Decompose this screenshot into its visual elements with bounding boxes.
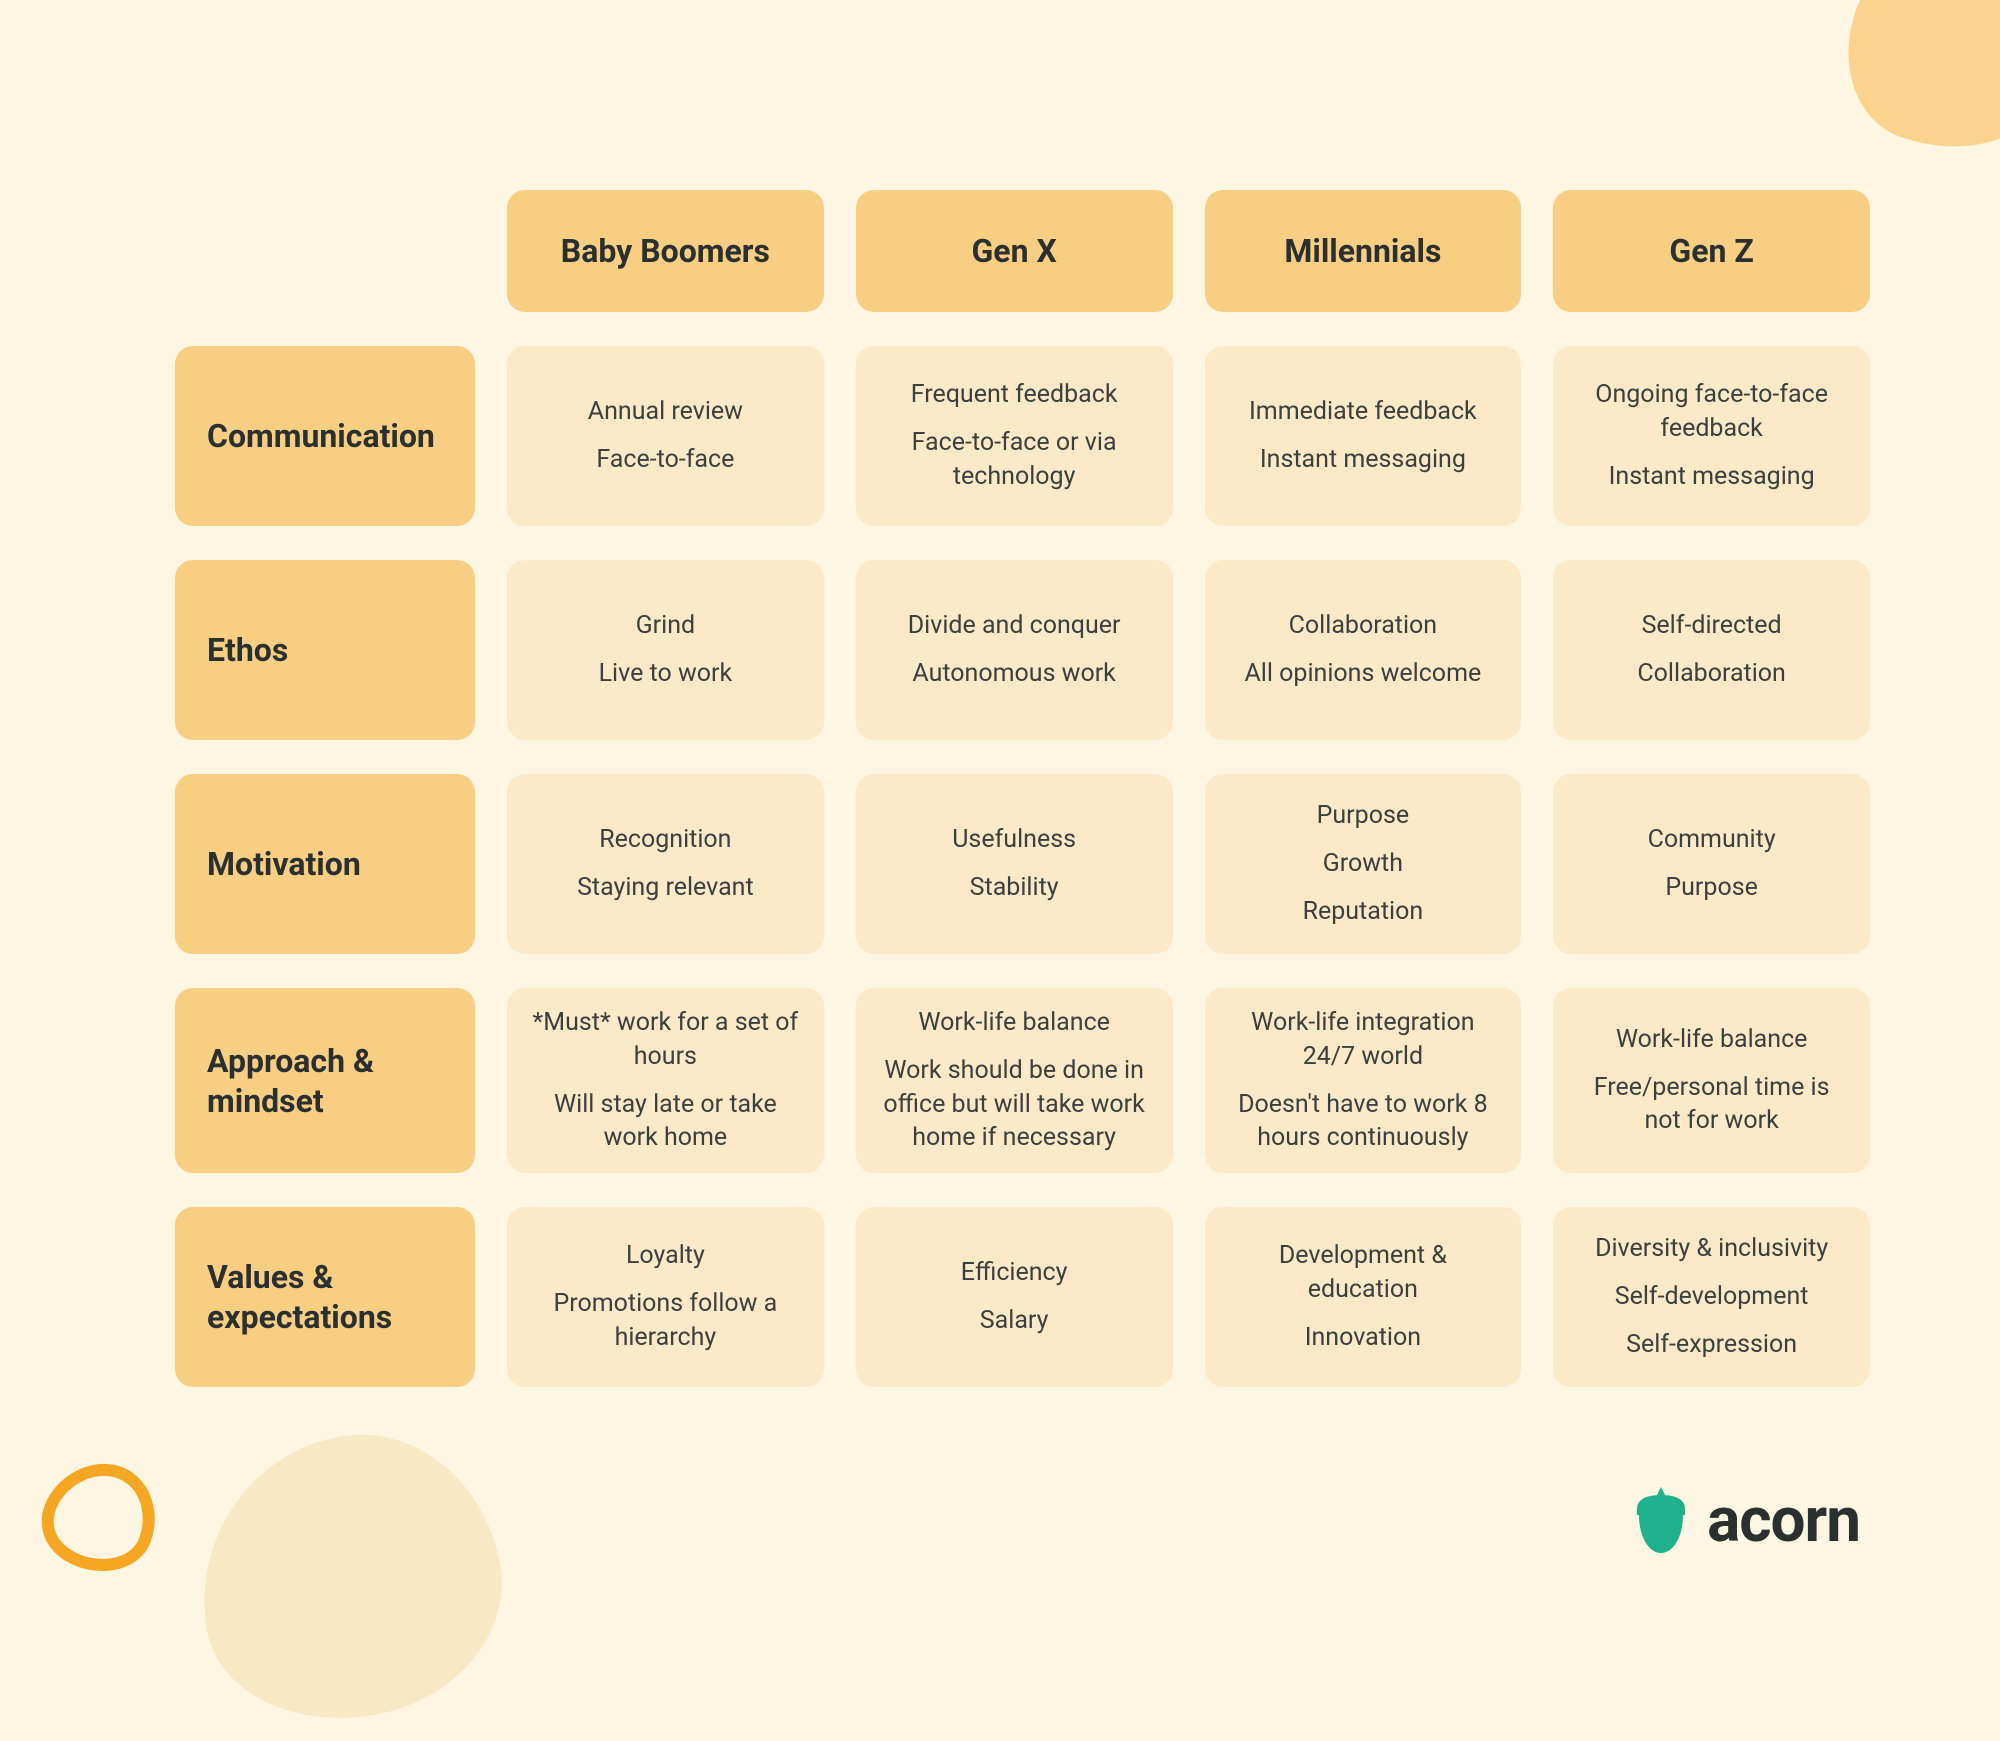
grid-spacer [175, 190, 475, 312]
cell-line: Self-expression [1626, 1328, 1797, 1362]
cell-line: Collaboration [1289, 609, 1438, 643]
cell-line: Doesn't have to work 8 hours continuousl… [1229, 1088, 1498, 1156]
cell-line: Immediate feedback [1249, 395, 1477, 429]
row-header: Ethos [175, 560, 475, 740]
cell-line: Self-development [1615, 1280, 1809, 1314]
cell-line: Innovation [1305, 1321, 1421, 1355]
cell-line: Autonomous work [912, 657, 1115, 691]
cell-line: Purpose [1317, 799, 1409, 833]
data-cell: Usefulness Stability [856, 774, 1173, 954]
data-cell: Grind Live to work [507, 560, 824, 740]
row-header: Approach & mindset [175, 988, 475, 1173]
cell-line: Instant messaging [1609, 460, 1815, 494]
cell-line: Development & education [1229, 1239, 1498, 1307]
acorn-icon [1629, 1485, 1693, 1557]
cell-line: Live to work [599, 657, 733, 691]
cell-line: All opinions welcome [1245, 657, 1482, 691]
cell-line: Work-life integration 24/7 world [1229, 1006, 1498, 1074]
row-header: Communication [175, 346, 475, 526]
cell-line: *Must* work for a set of hours [531, 1006, 800, 1074]
cell-line: Will stay late or take work home [531, 1088, 800, 1156]
data-cell: Frequent feedback Face-to-face or via tec… [856, 346, 1173, 526]
cell-line: Work-life balance [1616, 1023, 1808, 1057]
brand-logo: acorn [1629, 1484, 1860, 1557]
data-cell: Development & education Innovation [1205, 1207, 1522, 1387]
data-cell: Diversity & inclusivity Self-development S… [1553, 1207, 1870, 1387]
data-cell: Work-life integration 24/7 world Doesn't … [1205, 988, 1522, 1173]
data-cell: Divide and conquer Autonomous work [856, 560, 1173, 740]
row-header: Values & expectations [175, 1207, 475, 1387]
column-header: Baby Boomers [507, 190, 824, 312]
cell-line: Salary [980, 1304, 1049, 1338]
brand-logo-text: acorn [1707, 1484, 1860, 1557]
column-header: Gen Z [1553, 190, 1870, 312]
data-cell: Ongoing face-to-face feedback Instant mes… [1553, 346, 1870, 526]
data-cell: Purpose Growth Reputation [1205, 774, 1522, 954]
data-cell: Work-life balance Free/personal time is n… [1553, 988, 1870, 1173]
decorative-blob-bottom-left-outline [40, 1462, 160, 1572]
data-cell: Efficiency Salary [856, 1207, 1173, 1387]
cell-line: Usefulness [952, 823, 1076, 857]
cell-line: Recognition [599, 823, 731, 857]
data-cell: Immediate feedback Instant messaging [1205, 346, 1522, 526]
cell-line: Grind [636, 609, 696, 643]
cell-line: Efficiency [961, 1256, 1068, 1290]
cell-line: Instant messaging [1260, 443, 1466, 477]
comparison-table: Baby Boomers Gen X Millennials Gen Z Communi… [175, 190, 1870, 1387]
data-cell: Annual review Face-to-face [507, 346, 824, 526]
cell-line: Growth [1323, 847, 1403, 881]
cell-line: Collaboration [1637, 657, 1786, 691]
cell-line: Free/personal time is not for work [1577, 1071, 1846, 1139]
data-cell: Recognition Staying relevant [507, 774, 824, 954]
decorative-blob-bottom-left-fill [178, 1413, 522, 1741]
cell-line: Face-to-face or via technology [880, 426, 1149, 494]
cell-line: Divide and conquer [908, 609, 1121, 643]
data-cell: *Must* work for a set of hours Will stay … [507, 988, 824, 1173]
cell-line: Reputation [1303, 895, 1424, 929]
cell-line: Annual review [588, 395, 743, 429]
column-header: Gen X [856, 190, 1173, 312]
cell-line: Frequent feedback [911, 378, 1118, 412]
cell-line: Loyalty [626, 1239, 705, 1273]
column-header: Millennials [1205, 190, 1522, 312]
row-header: Motivation [175, 774, 475, 954]
cell-line: Face-to-face [596, 443, 734, 477]
cell-line: Work should be done in office but will t… [880, 1054, 1149, 1155]
cell-line: Purpose [1665, 871, 1757, 905]
cell-line: Self-directed [1642, 609, 1782, 643]
cell-line: Community [1648, 823, 1776, 857]
cell-line: Stability [970, 871, 1059, 905]
data-cell: Self-directed Collaboration [1553, 560, 1870, 740]
data-cell: Work-life balance Work should be done in … [856, 988, 1173, 1173]
data-cell: Community Purpose [1553, 774, 1870, 954]
cell-line: Staying relevant [577, 871, 754, 905]
cell-line: Diversity & inclusivity [1595, 1232, 1828, 1266]
data-cell: Collaboration All opinions welcome [1205, 560, 1522, 740]
data-cell: Loyalty Promotions follow a hierarchy [507, 1207, 824, 1387]
cell-line: Promotions follow a hierarchy [531, 1287, 800, 1355]
cell-line: Work-life balance [918, 1006, 1110, 1040]
decorative-blob-top-right [1820, 0, 2000, 180]
cell-line: Ongoing face-to-face feedback [1577, 378, 1846, 446]
